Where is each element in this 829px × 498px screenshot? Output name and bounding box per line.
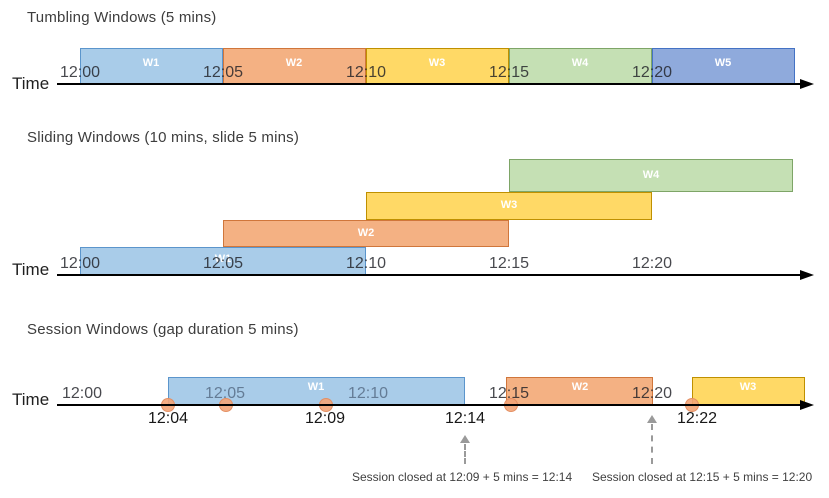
- session-event-time-1204: 12:04: [147, 410, 189, 427]
- sliding-tick-1215: 12:15: [488, 255, 530, 272]
- session-tick-1210: 12:10: [347, 385, 389, 402]
- session-window-w3-label: W3: [739, 381, 757, 393]
- session-callout-arrow-left-head-icon: [460, 435, 470, 443]
- tumbling-window-w2-label: W2: [285, 57, 303, 69]
- sliding-tick-1220: 12:20: [631, 255, 673, 272]
- sliding-section-title: Sliding Windows (10 mins, slide 5 mins): [27, 129, 300, 146]
- tumbling-window-w2: [223, 48, 366, 85]
- sliding-window-w4-label: W4: [642, 169, 660, 181]
- session-tick-1220: 12:20: [631, 385, 673, 402]
- sliding-axis-line: [57, 274, 802, 276]
- tumbling-axis-line: [57, 83, 802, 85]
- sliding-window-w4: [509, 159, 793, 192]
- sliding-window-w1-label: W1: [214, 253, 232, 265]
- tumbling-tick-1210: 12:10: [345, 64, 387, 81]
- sliding-tick-1200: 12:00: [59, 255, 101, 272]
- tumbling-window-w1: [80, 48, 223, 85]
- session-window-w1-label: W1: [307, 381, 325, 393]
- session-annotation-right: Session closed at 12:15 + 5 mins = 12:20: [592, 470, 813, 484]
- tumbling-time-label: Time: [12, 74, 50, 93]
- tumbling-tick-1205: 12:05: [202, 64, 244, 81]
- sliding-tick-1205: 12:05: [202, 255, 244, 272]
- session-callout-arrow-left-line: [464, 444, 466, 464]
- tumbling-section-title: Tumbling Windows (5 mins): [27, 9, 217, 26]
- tumbling-window-w3-label: W3: [428, 57, 446, 69]
- tumbling-window-w4-label: W4: [571, 57, 589, 69]
- session-axis-arrowhead-icon: [800, 400, 814, 410]
- tumbling-tick-1215: 12:15: [488, 64, 530, 81]
- tumbling-tick-1220: 12:20: [631, 64, 673, 81]
- session-time-label: Time: [12, 390, 50, 409]
- sliding-window-w3-label: W3: [500, 199, 518, 211]
- session-event-time-1222: 12:22: [676, 410, 718, 427]
- session-close-time-1214: 12:14: [444, 410, 486, 427]
- sliding-tick-1210: 12:10: [345, 255, 387, 272]
- session-window-w3: [692, 377, 805, 405]
- session-section-title: Session Windows (gap duration 5 mins): [27, 321, 299, 338]
- tumbling-window-w1-label: W1: [142, 57, 160, 69]
- tumbling-window-w5-label: W5: [714, 57, 732, 69]
- session-tick-1215: 12:15: [488, 385, 530, 402]
- session-tick-1200: 12:00: [61, 385, 103, 402]
- session-callout-arrow-right-line: [651, 424, 653, 464]
- sliding-time-label: Time: [12, 260, 50, 279]
- sliding-window-w2-label: W2: [357, 227, 375, 239]
- session-callout-arrow-right-head-icon: [647, 415, 657, 423]
- tumbling-axis-arrowhead-icon: [800, 79, 814, 89]
- sliding-axis-arrowhead-icon: [800, 270, 814, 280]
- sliding-window-w3: [366, 192, 652, 220]
- tumbling-window-w4: [509, 48, 652, 85]
- sliding-window-w2: [223, 220, 509, 247]
- session-axis-line: [57, 404, 802, 406]
- session-annotation-left: Session closed at 12:09 + 5 mins = 12:14: [352, 470, 573, 484]
- session-tick-1205: 12:05: [204, 385, 246, 402]
- tumbling-tick-1200: 12:00: [59, 64, 101, 81]
- session-window-w2: [506, 377, 653, 405]
- session-event-time-1209: 12:09: [304, 410, 346, 427]
- session-window-w2-label: W2: [571, 381, 589, 393]
